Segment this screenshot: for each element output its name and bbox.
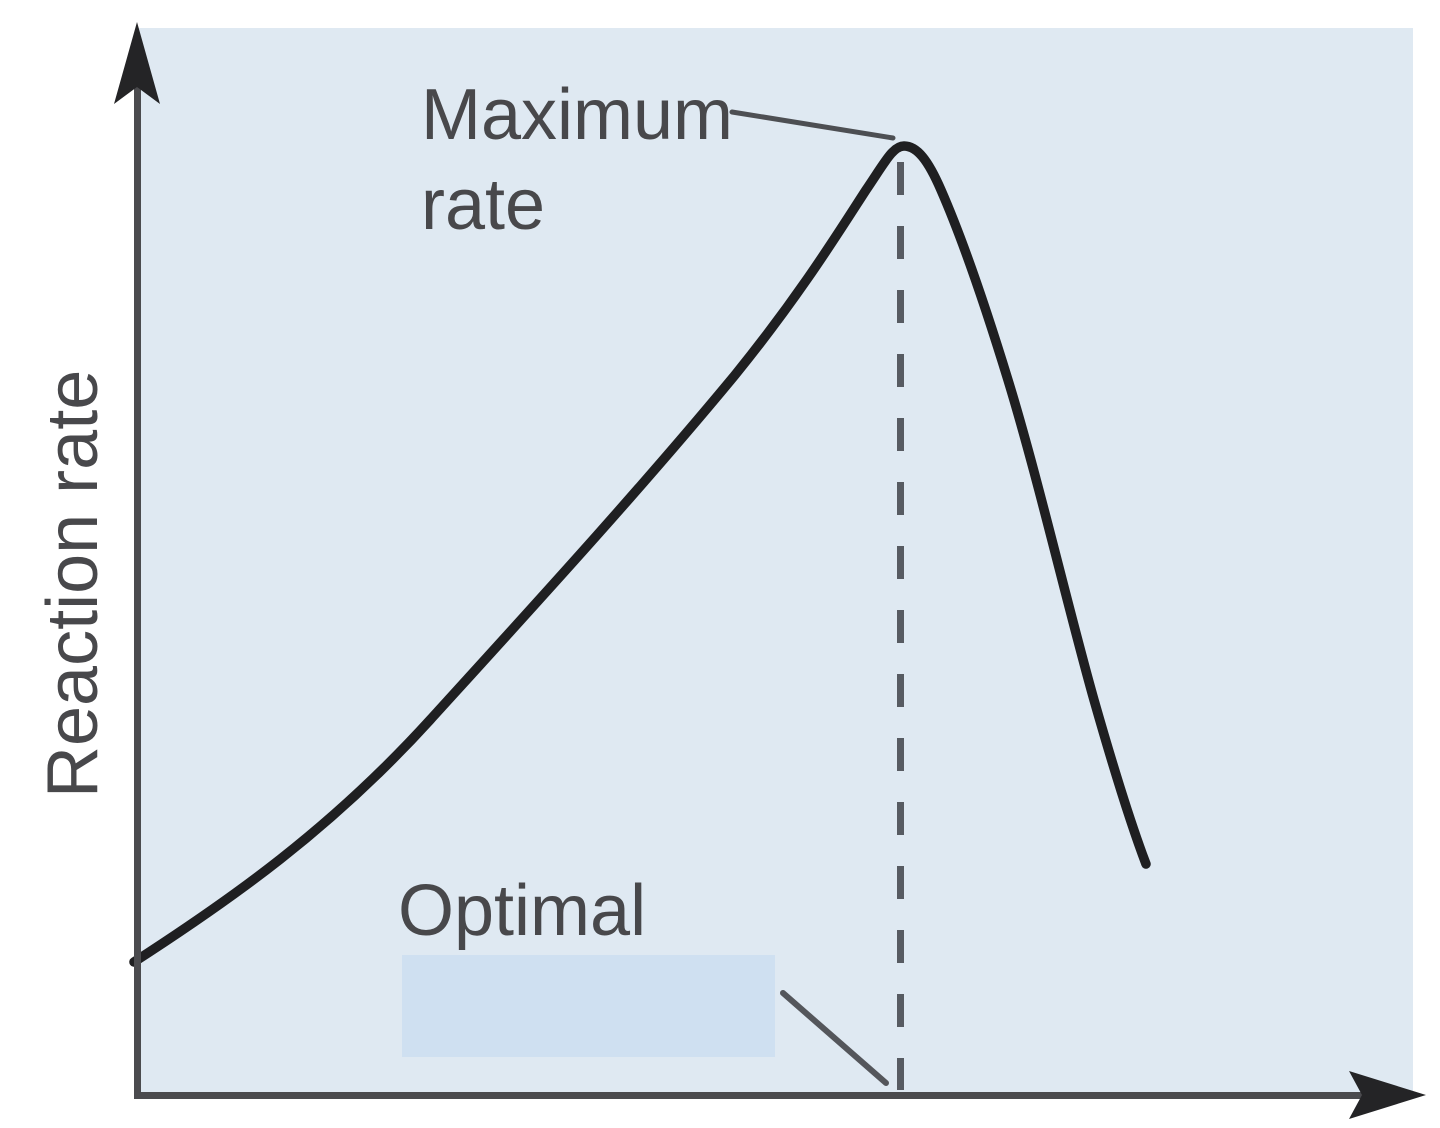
- optimal-pointer-line: [780, 990, 889, 1086]
- maximum-rate-pointer-line: [729, 109, 896, 141]
- y-axis-arrowhead-icon: [114, 22, 160, 104]
- optimal-label: Optimal: [398, 871, 647, 951]
- reaction-rate-curve: [129, 141, 1151, 967]
- plot-area: [137, 28, 1413, 1092]
- y-axis-label: Reaction rate: [33, 369, 113, 798]
- blank-answer-box: [402, 955, 775, 1057]
- maximum-rate-label: Maximum rate: [421, 75, 734, 245]
- x-axis-arrowhead-icon: [1349, 1071, 1426, 1119]
